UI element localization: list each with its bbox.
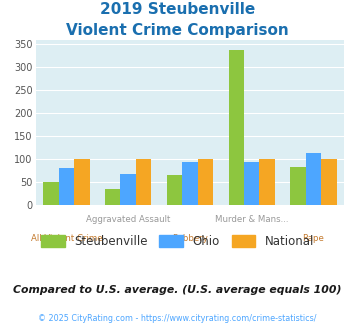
Text: Murder & Mans...: Murder & Mans... xyxy=(215,214,289,223)
Bar xyxy=(182,162,198,205)
Bar xyxy=(59,168,74,205)
Bar xyxy=(43,182,59,205)
Bar xyxy=(198,159,213,205)
Bar xyxy=(120,174,136,205)
Text: Rape: Rape xyxy=(302,234,324,243)
Text: Aggravated Assault: Aggravated Assault xyxy=(86,214,170,223)
Bar xyxy=(306,153,321,205)
Bar xyxy=(105,188,120,205)
Bar xyxy=(260,159,275,205)
Text: All Violent Crime: All Violent Crime xyxy=(31,234,102,243)
Bar xyxy=(229,50,244,205)
Bar xyxy=(167,175,182,205)
Text: Compared to U.S. average. (U.S. average equals 100): Compared to U.S. average. (U.S. average … xyxy=(13,285,342,295)
Bar xyxy=(290,167,306,205)
Bar xyxy=(136,159,151,205)
Legend: Steubenville, Ohio, National: Steubenville, Ohio, National xyxy=(36,231,319,253)
Bar xyxy=(321,159,337,205)
Text: Robbery: Robbery xyxy=(172,234,208,243)
Text: © 2025 CityRating.com - https://www.cityrating.com/crime-statistics/: © 2025 CityRating.com - https://www.city… xyxy=(38,314,317,323)
Bar xyxy=(74,159,89,205)
Text: 2019 Steubenville: 2019 Steubenville xyxy=(100,2,255,16)
Bar xyxy=(244,162,260,205)
Text: Violent Crime Comparison: Violent Crime Comparison xyxy=(66,23,289,38)
